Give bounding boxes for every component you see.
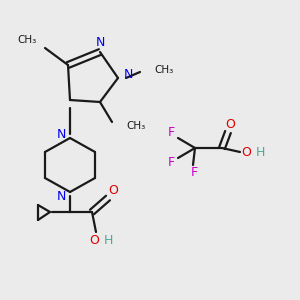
Text: O: O xyxy=(89,233,99,247)
Text: N: N xyxy=(56,190,66,202)
Text: N: N xyxy=(95,37,105,50)
Text: CH₃: CH₃ xyxy=(154,65,173,75)
Text: CH₃: CH₃ xyxy=(18,35,37,45)
Text: F: F xyxy=(167,157,175,169)
Text: O: O xyxy=(108,184,118,197)
Text: F: F xyxy=(167,127,175,140)
Text: H: H xyxy=(255,146,265,160)
Text: N: N xyxy=(56,128,66,140)
Text: H: H xyxy=(103,233,113,247)
Text: N: N xyxy=(123,68,133,80)
Text: CH₃: CH₃ xyxy=(126,121,145,131)
Text: O: O xyxy=(241,146,251,160)
Text: F: F xyxy=(190,167,198,179)
Text: O: O xyxy=(225,118,235,130)
